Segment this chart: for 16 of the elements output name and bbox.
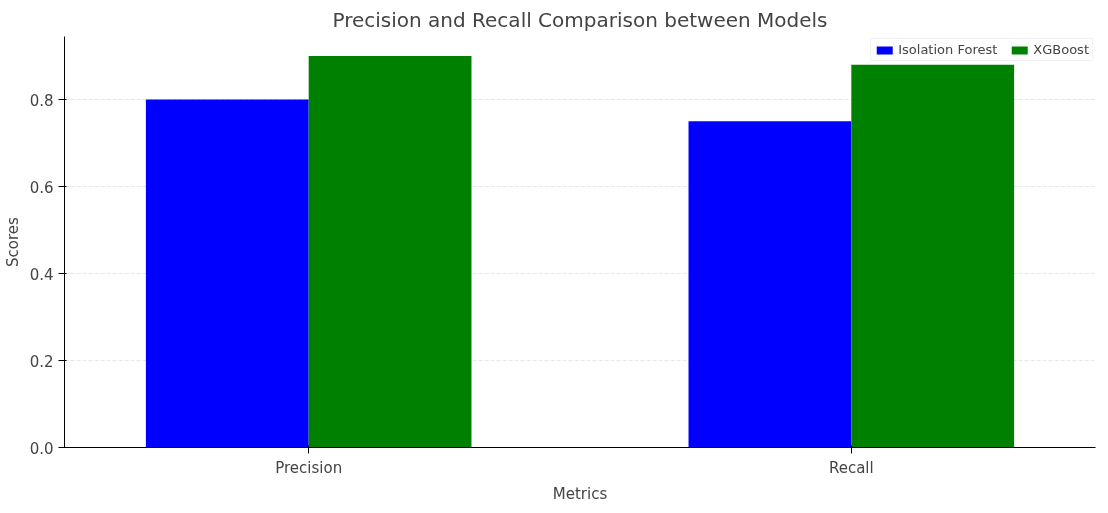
x-tick-label: Recall bbox=[828, 458, 874, 477]
y-axis-title: Scores bbox=[3, 216, 22, 267]
y-tick-label: 0.6 bbox=[29, 178, 54, 197]
bar bbox=[308, 56, 472, 448]
bar bbox=[688, 121, 852, 448]
legend-label: Isolation Forest bbox=[898, 42, 998, 57]
bar bbox=[145, 99, 309, 448]
x-axis-title: Metrics bbox=[552, 484, 608, 503]
y-tick-label: 0.0 bbox=[29, 439, 54, 458]
chart-title: Precision and Recall Comparison between Models bbox=[332, 7, 828, 32]
x-tick-label: Precision bbox=[275, 458, 343, 477]
y-tick-label: 0.8 bbox=[29, 91, 54, 110]
y-tick-label: 0.2 bbox=[29, 352, 54, 371]
y-tick-label: 0.4 bbox=[29, 265, 54, 284]
legend-label: XGBoost bbox=[1033, 42, 1089, 57]
bar bbox=[851, 64, 1015, 448]
